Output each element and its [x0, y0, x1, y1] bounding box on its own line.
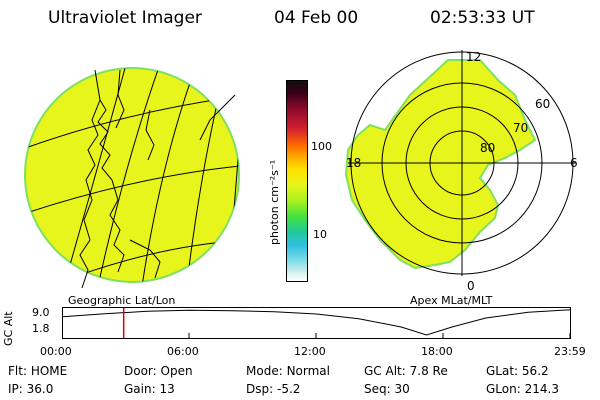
mlt-label-right: 6 [570, 156, 578, 170]
polar-grid [348, 50, 576, 276]
observation-time: 02:53:33 UT [430, 8, 535, 28]
mlt-label-bottom: 0 [467, 279, 475, 293]
geographic-image-panel [24, 67, 240, 289]
ip-status: IP: 36.0 [8, 382, 54, 396]
geo-latitude-status: GLat: 56.2 [486, 364, 549, 378]
polar-caption: Apex MLat/MLT [410, 294, 493, 307]
altitude-axis-label: GC Alt [2, 311, 15, 346]
colorbar-tick-label: 100 [311, 140, 332, 153]
altitude-curve [62, 309, 571, 336]
polar-image-panel: 12 18 6 0 60 70 80 [344, 50, 578, 293]
mlt-label-top: 12 [466, 50, 481, 64]
observation-date: 04 Feb 00 [274, 8, 359, 28]
time-tick-label: 18:00 [421, 345, 453, 358]
polar-image-fill [344, 59, 537, 270]
flight-status: Flt: HOME [8, 364, 68, 378]
altitude-tick-label: 9.0 [32, 306, 50, 319]
instrument-title: Ultraviolet Imager [48, 8, 202, 28]
time-tick-label: 06:00 [167, 345, 199, 358]
mlat-label: 70 [513, 121, 528, 135]
gain-status: Gain: 13 [124, 382, 175, 396]
dsp-status: Dsp: -5.2 [246, 382, 301, 396]
mlt-label-left: 18 [346, 156, 361, 170]
colorbar-tick-label: 10 [313, 228, 327, 241]
altitude-tick-label: 1.8 [32, 322, 50, 335]
mlat-label: 80 [480, 141, 495, 155]
coastline [79, 69, 236, 289]
gc-altitude-status: GC Alt: 7.8 Re [364, 364, 448, 378]
door-status: Door: Open [124, 364, 193, 378]
geographic-caption: Geographic Lat/Lon [68, 294, 176, 307]
colorbar-unit-label: photon cm⁻²s⁻¹ [268, 159, 281, 245]
altitude-plot [62, 307, 571, 339]
geo-longitude-status: GLon: 214.3 [486, 382, 559, 396]
time-tick-label: 23:59 [554, 345, 586, 358]
color-scale-bar [286, 80, 308, 282]
x-axis-ticks [62, 333, 571, 339]
geographic-image-disk [24, 67, 240, 283]
sequence-status: Seq: 30 [364, 382, 410, 396]
time-tick-label: 12:00 [294, 345, 326, 358]
mlat-label: 60 [535, 97, 550, 111]
mode-status: Mode: Normal [246, 364, 330, 378]
time-tick-label: 00:00 [40, 345, 72, 358]
